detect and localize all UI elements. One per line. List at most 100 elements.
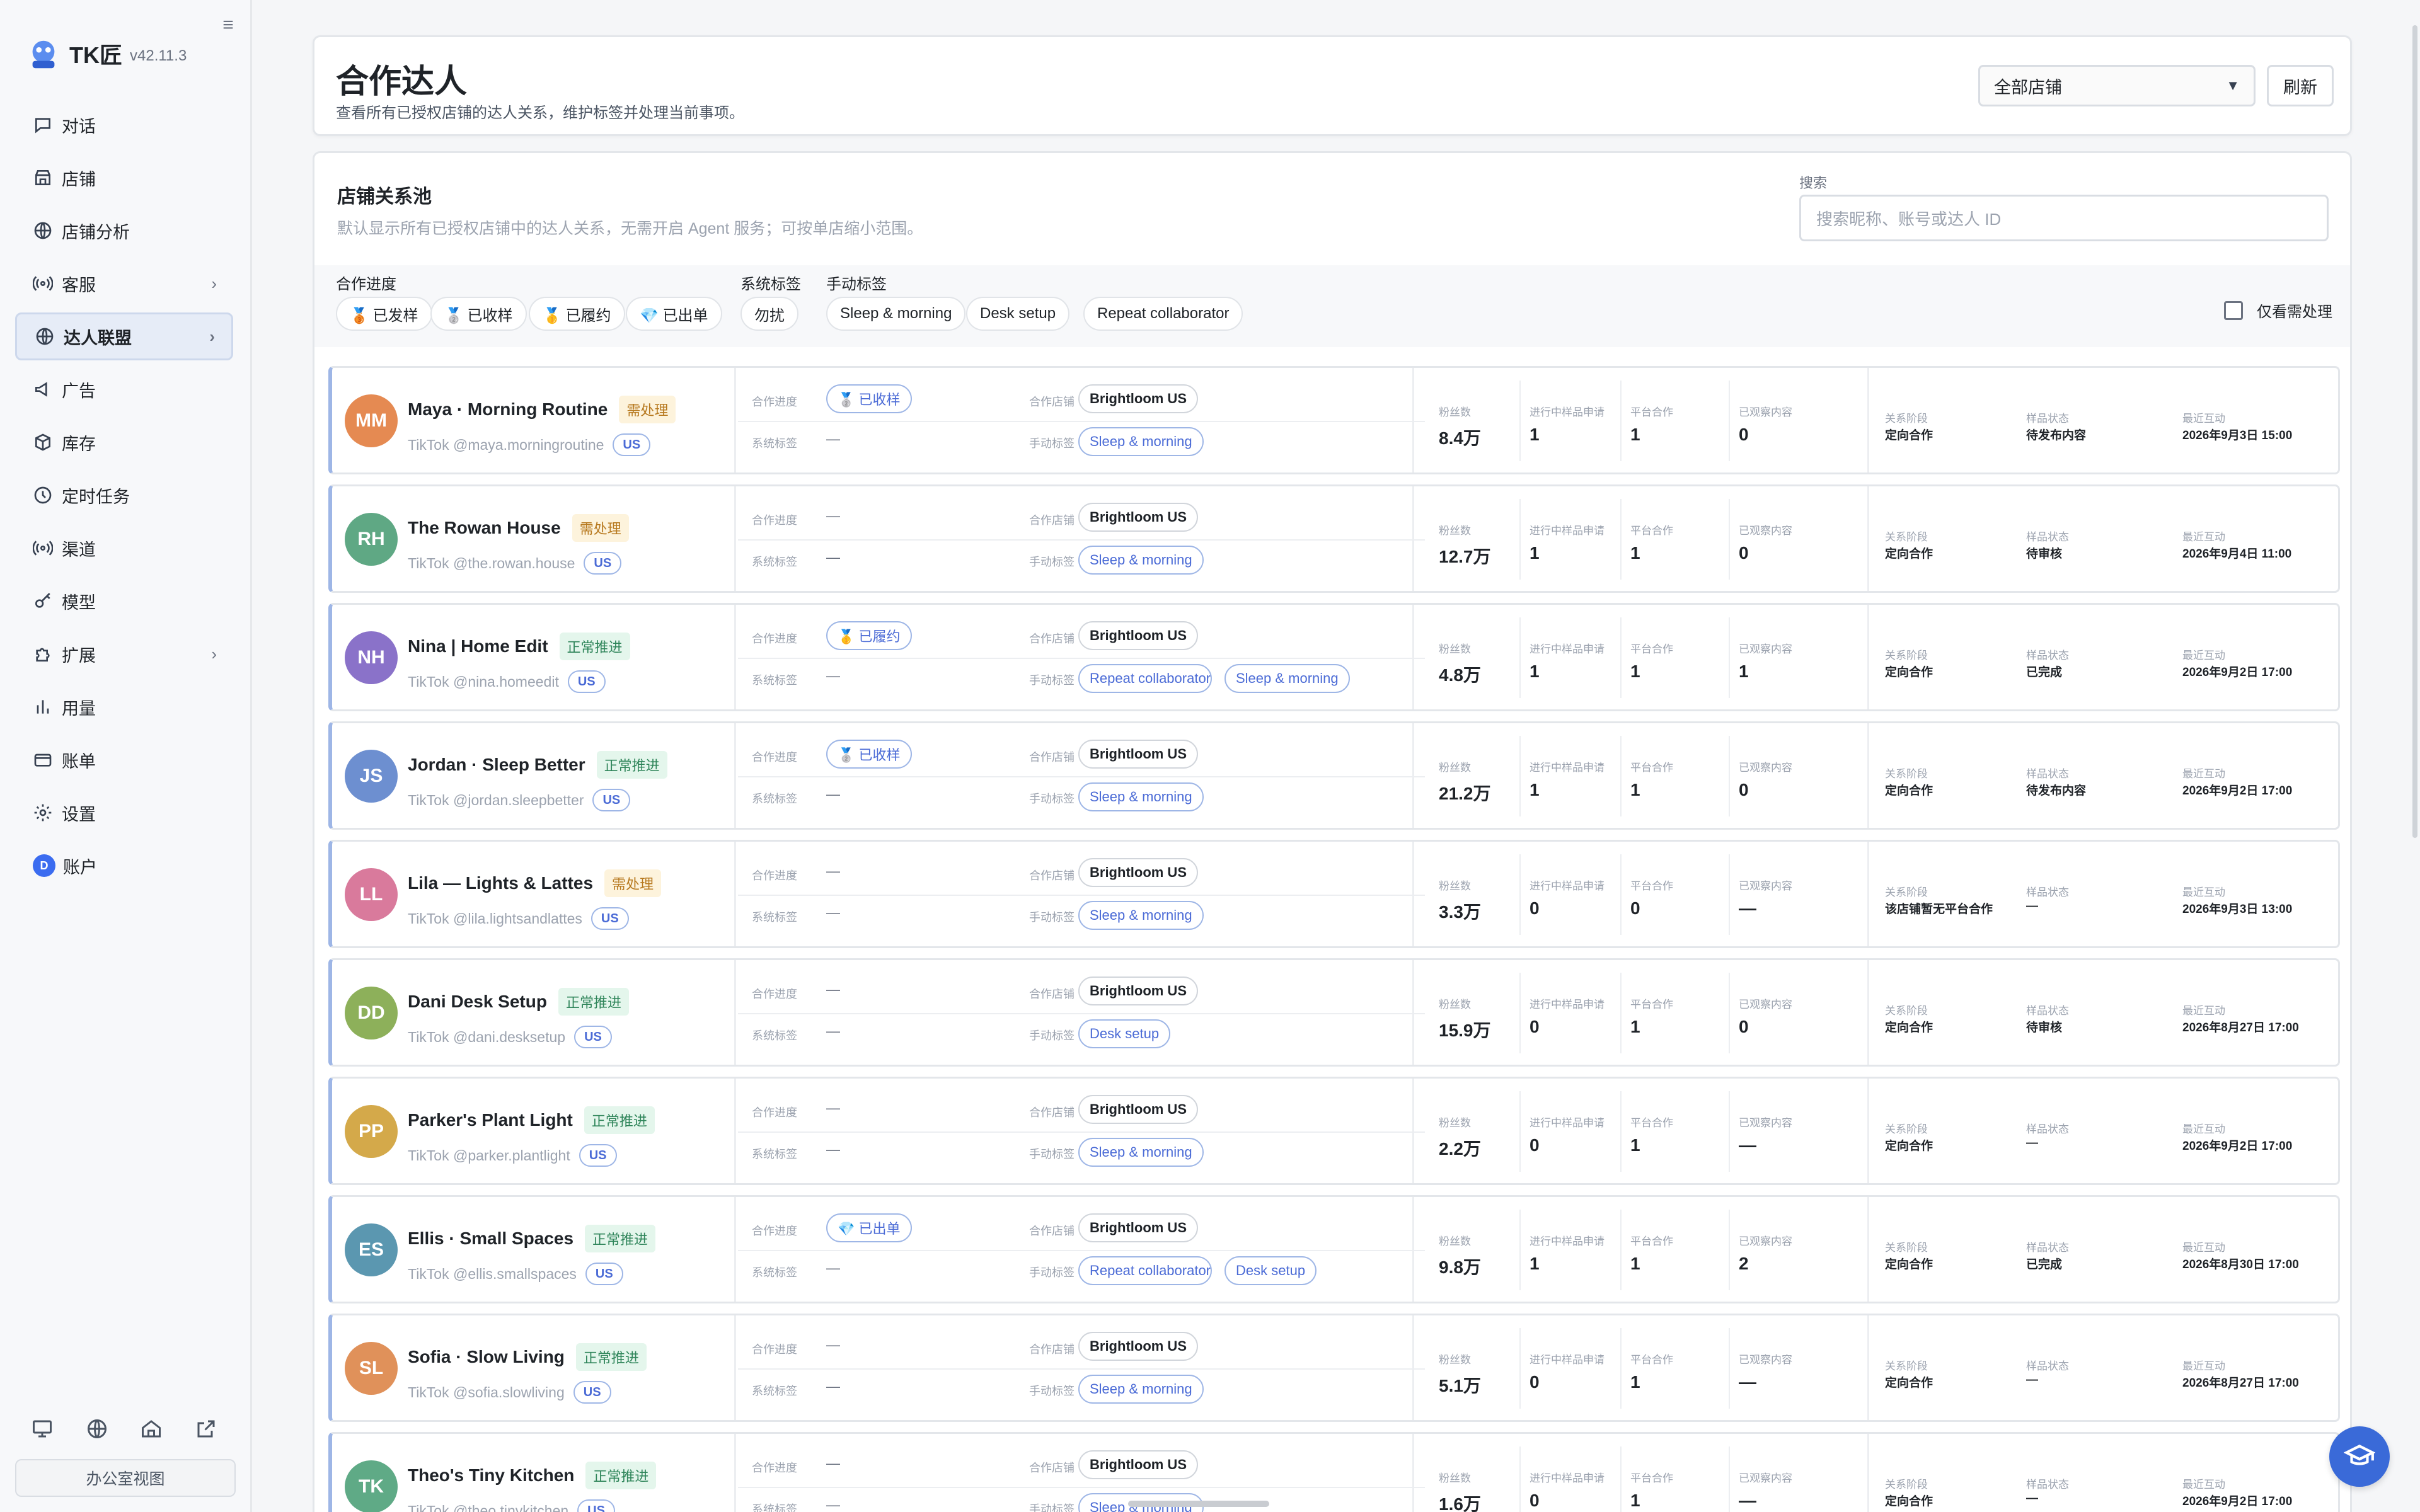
store-pill: Brightloom US — [1078, 1332, 1198, 1361]
horizontal-scrollbar[interactable] — [1128, 1501, 1269, 1507]
creator-name-line[interactable]: Theo's Tiny Kitchen 正常推进 — [408, 1462, 657, 1489]
creator-name-line[interactable]: Jordan · Sleep Better 正常推进 — [408, 751, 667, 779]
sidebar-item-account[interactable]: D 账户 — [15, 842, 233, 890]
globe-icon[interactable] — [86, 1418, 108, 1440]
filter-chip-do-not-disturb[interactable]: 勿扰 — [740, 297, 798, 331]
store-label: 合作店铺 — [1029, 869, 1075, 882]
relation-value: — — [2026, 1137, 2038, 1150]
filter-chip-sample-received[interactable]: 🥈 已收样 — [430, 297, 527, 331]
creator-name[interactable]: Parker's Plant Light — [408, 1110, 573, 1130]
creator-row[interactable]: LL Lila — Lights & Lattes 需处理 TikTok @lila.… — [328, 840, 2340, 948]
column-divider — [1412, 960, 1414, 1065]
creator-row[interactable]: MM Maya · Morning Routine 需处理 TikTok @maya.… — [328, 366, 2340, 474]
monitor-icon[interactable] — [31, 1418, 54, 1440]
sidebar-item-billing[interactable]: 账单 — [15, 736, 233, 784]
filter-chip-desk-setup[interactable]: Desk setup — [966, 297, 1070, 331]
creator-row[interactable]: SL Sofia · Slow Living 正常推进 TikTok @sofia.s… — [328, 1314, 2340, 1422]
creator-name[interactable]: Lila — Lights & Lattes — [408, 873, 594, 893]
filter-chip-sample-sent[interactable]: 🥉 已发样 — [336, 297, 432, 331]
creator-row[interactable]: TK Theo's Tiny Kitchen 正常推进 TikTok @theo.ti… — [328, 1432, 2340, 1512]
manual-tag-pill[interactable]: Sleep & morning — [1078, 1375, 1204, 1404]
only-pending-toggle[interactable]: 仅看需处理 — [2224, 299, 2332, 321]
relation-value: — — [2026, 1492, 2038, 1505]
manual-tag-pill[interactable]: Repeat collaborator — [1078, 1256, 1212, 1285]
system-tag-label: 系统标签 — [752, 911, 797, 924]
sidebar-item-store-analytics[interactable]: 店铺分析 — [15, 207, 233, 255]
sidebar-item-store[interactable]: 店铺 — [15, 154, 233, 202]
creator-name-line[interactable]: Parker's Plant Light 正常推进 — [408, 1106, 655, 1134]
creator-row[interactable]: DD Dani Desk Setup 正常推进 TikTok @dani.deskse… — [328, 958, 2340, 1067]
manual-tag-pill[interactable]: Desk setup — [1078, 1019, 1171, 1048]
creator-row[interactable]: RH The Rowan House 需处理 TikTok @the.rowan.ho… — [328, 484, 2340, 593]
creator-name[interactable]: Nina | Home Edit — [408, 636, 548, 656]
sidebar-item-models[interactable]: 模型 — [15, 577, 233, 625]
sidebar-item-ads[interactable]: 广告 — [15, 365, 233, 413]
home-icon[interactable] — [140, 1418, 163, 1440]
office-view-button[interactable]: 办公室视图 — [15, 1459, 236, 1497]
column-divider — [1412, 842, 1414, 946]
vertical-scrollbar[interactable] — [2412, 25, 2417, 838]
relation-label: 关系阶段 — [1885, 531, 1928, 543]
creator-row[interactable]: NH Nina | Home Edit 正常推进 TikTok @nina.homee… — [328, 603, 2340, 711]
filter-chip-sleep-morning[interactable]: Sleep & morning — [826, 297, 966, 331]
sidebar-item-chat[interactable]: 对话 — [15, 101, 233, 149]
help-button[interactable] — [2329, 1426, 2390, 1487]
creator-name-line[interactable]: Lila — Lights & Lattes 需处理 — [408, 869, 662, 897]
creator-name[interactable]: Maya · Morning Routine — [408, 399, 608, 419]
only-pending-checkbox[interactable] — [2224, 301, 2243, 320]
creator-name[interactable]: Ellis · Small Spaces — [408, 1228, 574, 1248]
creator-name-line[interactable]: The Rowan House 需处理 — [408, 514, 629, 542]
stat-divider — [1519, 499, 1521, 580]
row-divider — [738, 539, 1425, 541]
column-divider — [734, 960, 736, 1065]
sidebar-item-scheduled-tasks[interactable]: 定时任务 — [15, 471, 233, 519]
filter-chip-ordered[interactable]: 💎 已出单 — [626, 297, 722, 331]
sidebar-item-customer-service[interactable]: 客服 › — [15, 260, 233, 307]
creator-name-line[interactable]: Sofia · Slow Living 正常推进 — [408, 1343, 647, 1371]
filter-chip-repeat-collaborator[interactable]: Repeat collaborator — [1083, 297, 1243, 331]
manual-tag-pill[interactable]: Sleep & morning — [1224, 664, 1350, 693]
filter-chip-fulfilled[interactable]: 🥇 已履约 — [529, 297, 625, 331]
creator-name[interactable]: The Rowan House — [408, 518, 561, 537]
creator-name[interactable]: Dani Desk Setup — [408, 992, 547, 1011]
relation-label: 关系阶段 — [1885, 1123, 1928, 1135]
manual-tag-pill[interactable]: Repeat collaborator — [1078, 664, 1212, 693]
manual-tag-pill[interactable]: Sleep & morning — [1078, 901, 1204, 930]
progress-label: 合作进度 — [752, 1343, 797, 1356]
sidebar-item-inventory[interactable]: 库存 — [15, 418, 233, 466]
sidebar-item-usage[interactable]: 用量 — [15, 683, 233, 731]
search-input[interactable]: 搜索昵称、账号或达人 ID — [1799, 195, 2329, 241]
creator-name-line[interactable]: Nina | Home Edit 正常推进 — [408, 633, 630, 660]
creator-handle-line: TikTok @nina.homeedit US — [408, 670, 606, 693]
sidebar-item-channels[interactable]: 渠道 — [15, 524, 233, 572]
manual-tag-pill[interactable]: Sleep & morning — [1078, 1138, 1204, 1167]
manual-tag-pill[interactable]: Sleep & morning — [1078, 782, 1204, 811]
creator-name-line[interactable]: Dani Desk Setup 正常推进 — [408, 988, 629, 1016]
creator-handle-line: TikTok @dani.desksetup US — [408, 1026, 612, 1048]
manual-tag-pill[interactable]: Sleep & morning — [1078, 427, 1204, 456]
relation-value: 待发布内容 — [2026, 784, 2087, 798]
manual-tag-label: 手动标签 — [1029, 1385, 1075, 1397]
sidebar-item-creator-affiliate[interactable]: 达人联盟 › — [15, 312, 233, 360]
sidebar-item-settings[interactable]: 设置 — [15, 789, 233, 837]
manual-tag-pill[interactable]: Desk setup — [1224, 1256, 1317, 1285]
creator-row[interactable]: PP Parker's Plant Light 正常推进 TikTok @parker… — [328, 1077, 2340, 1185]
external-link-icon[interactable] — [195, 1418, 217, 1440]
creator-row[interactable]: JS Jordan · Sleep Better 正常推进 TikTok @jorda… — [328, 721, 2340, 830]
sidebar-item-extensions[interactable]: 扩展 › — [15, 630, 233, 678]
relation-label: 关系阶段 — [1885, 1360, 1928, 1372]
relation-value: 2026年9月2日 17:00 — [2182, 1140, 2293, 1153]
creator-name-line[interactable]: Ellis · Small Spaces 正常推进 — [408, 1225, 656, 1252]
creator-name-line[interactable]: Maya · Morning Routine 需处理 — [408, 396, 676, 423]
creator-name[interactable]: Sofia · Slow Living — [408, 1347, 565, 1366]
stat-value: 0 — [1530, 1372, 1540, 1392]
stat-label: 已观察内容 — [1739, 406, 1792, 418]
manual-tag-pill[interactable]: Sleep & morning — [1078, 546, 1204, 575]
creator-name[interactable]: Theo's Tiny Kitchen — [408, 1465, 575, 1485]
menu-toggle-icon[interactable]: ≡ — [222, 14, 234, 35]
creator-name[interactable]: Jordan · Sleep Better — [408, 755, 585, 774]
store-select[interactable]: 全部店铺 ▼ — [1978, 65, 2256, 106]
sidebar-item-label: 定时任务 — [62, 487, 130, 507]
refresh-button[interactable]: 刷新 — [2267, 65, 2334, 106]
creator-row[interactable]: ES Ellis · Small Spaces 正常推进 TikTok @ellis.… — [328, 1195, 2340, 1303]
